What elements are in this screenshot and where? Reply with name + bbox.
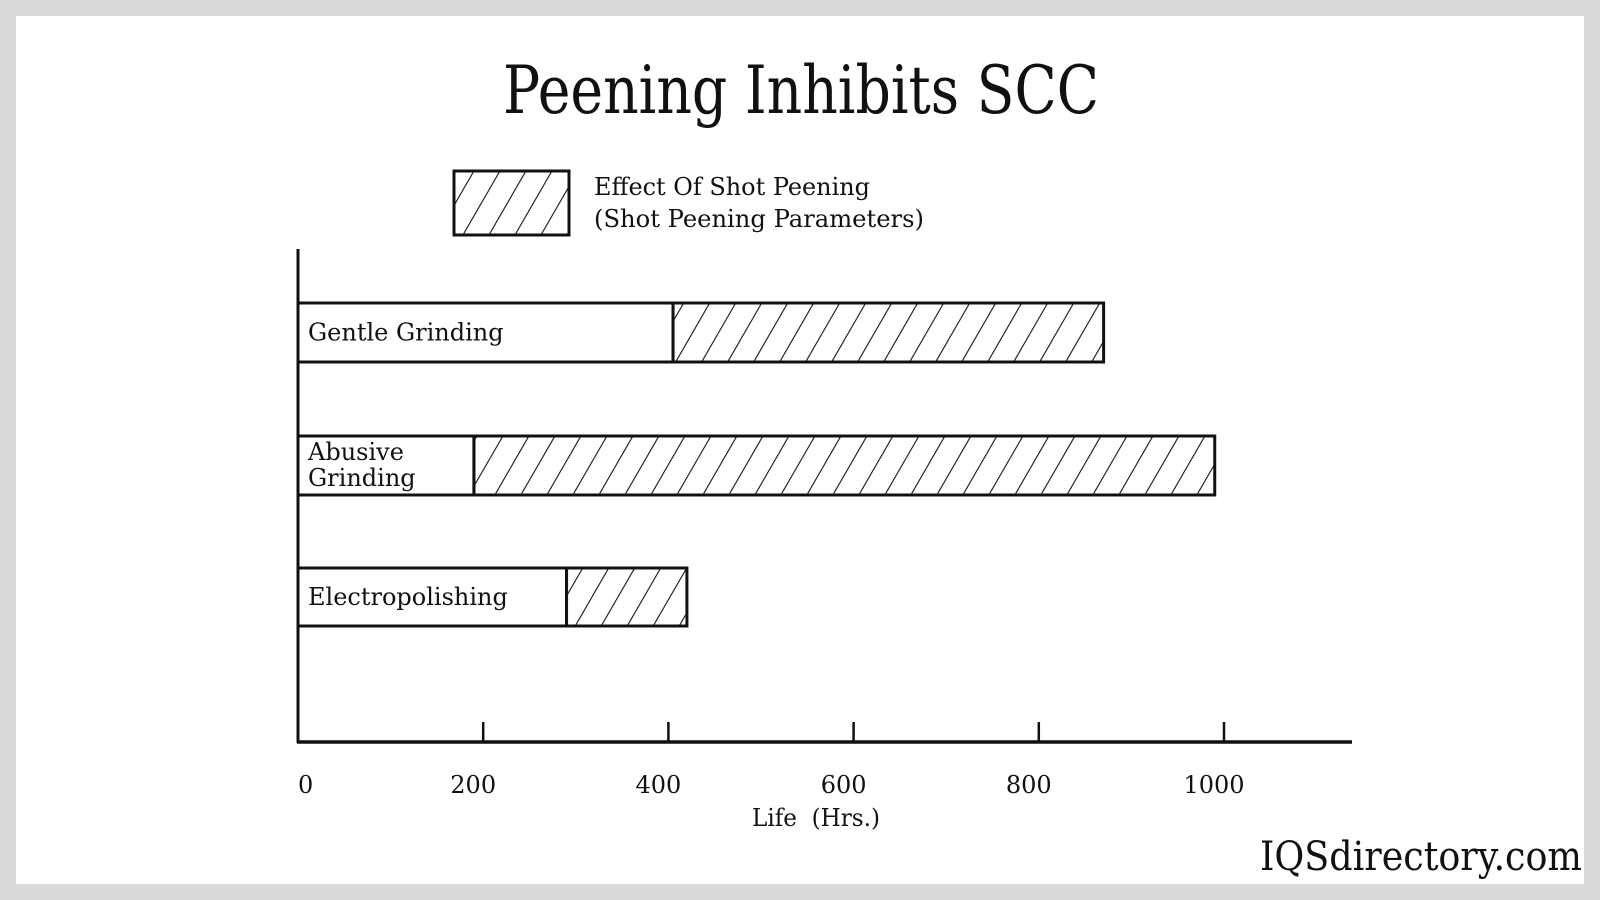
x-axis-label: Life (Hrs.) <box>752 804 880 832</box>
bar-group: Gentle Grinding <box>296 301 1106 364</box>
category-label: Grinding <box>308 464 416 492</box>
legend-swatch-hatched <box>452 169 571 237</box>
bar-peening-effect <box>472 434 1217 497</box>
x-tick-label: 200 <box>450 771 496 799</box>
bar-group: Electropolishing <box>296 566 689 628</box>
legend: Effect Of Shot Peening (Shot Peening Par… <box>452 169 924 237</box>
bar-peening-effect <box>671 301 1106 364</box>
bar-base-life <box>296 434 476 497</box>
x-tick-label: 800 <box>1006 771 1052 799</box>
bar-base-life <box>296 566 569 628</box>
legend-label-line1: Effect Of Shot Peening <box>594 173 870 201</box>
x-tick-label: 400 <box>635 771 681 799</box>
category-label: Electropolishing <box>308 583 508 611</box>
bar-base-life <box>296 301 675 364</box>
bar-peening-effect <box>565 566 689 628</box>
x-tick-label: 1000 <box>1183 771 1244 799</box>
x-ticks: 0 200 400 600 800 1000 <box>298 722 1245 799</box>
x-tick-label: 600 <box>821 771 867 799</box>
watermark-logo: IQSdirectory.com <box>1260 834 1582 880</box>
category-label: Gentle Grinding <box>308 319 504 347</box>
legend-label-line2: (Shot Peening Parameters) <box>594 205 924 233</box>
x-tick-label: 0 <box>298 771 313 799</box>
chart-title: Peening Inhibits SCC <box>503 52 1099 129</box>
category-label: Abusive <box>307 438 404 466</box>
